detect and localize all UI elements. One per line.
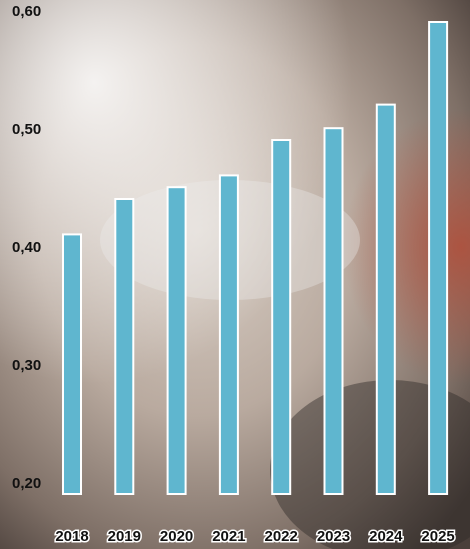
x-tick-label: 2025 [421,528,454,545]
bar-2018 [62,233,82,495]
bar-2022 [271,139,292,495]
x-tick-label: 2018 [55,528,88,545]
y-tick-label: 0,60 [12,3,41,20]
x-axis: 2018 2019 2020 2021 2022 2023 2024 2025 [54,527,456,547]
y-tick-label: 0,20 [12,475,41,492]
y-tick-label: 0,40 [12,239,41,256]
x-tick-label: 2019 [108,528,141,545]
bar-2025 [428,21,449,495]
y-axis: 0,20 0,30 0,40 0,50 0,60 [12,3,41,492]
x-tick-label: 2020 [160,528,193,545]
x-tick-label: 2024 [369,528,403,545]
bar-2019 [114,198,135,495]
bar-2021 [218,174,239,495]
bar-2024 [375,103,396,495]
x-tick-label: 2023 [317,528,350,545]
x-tick-label: 2022 [265,528,298,545]
y-tick-label: 0,50 [12,121,41,138]
bar-2020 [166,186,187,495]
bars [62,21,449,495]
y-tick-label: 0,30 [12,357,41,374]
bar-2023 [323,127,344,495]
x-tick-label: 2021 [212,528,245,545]
